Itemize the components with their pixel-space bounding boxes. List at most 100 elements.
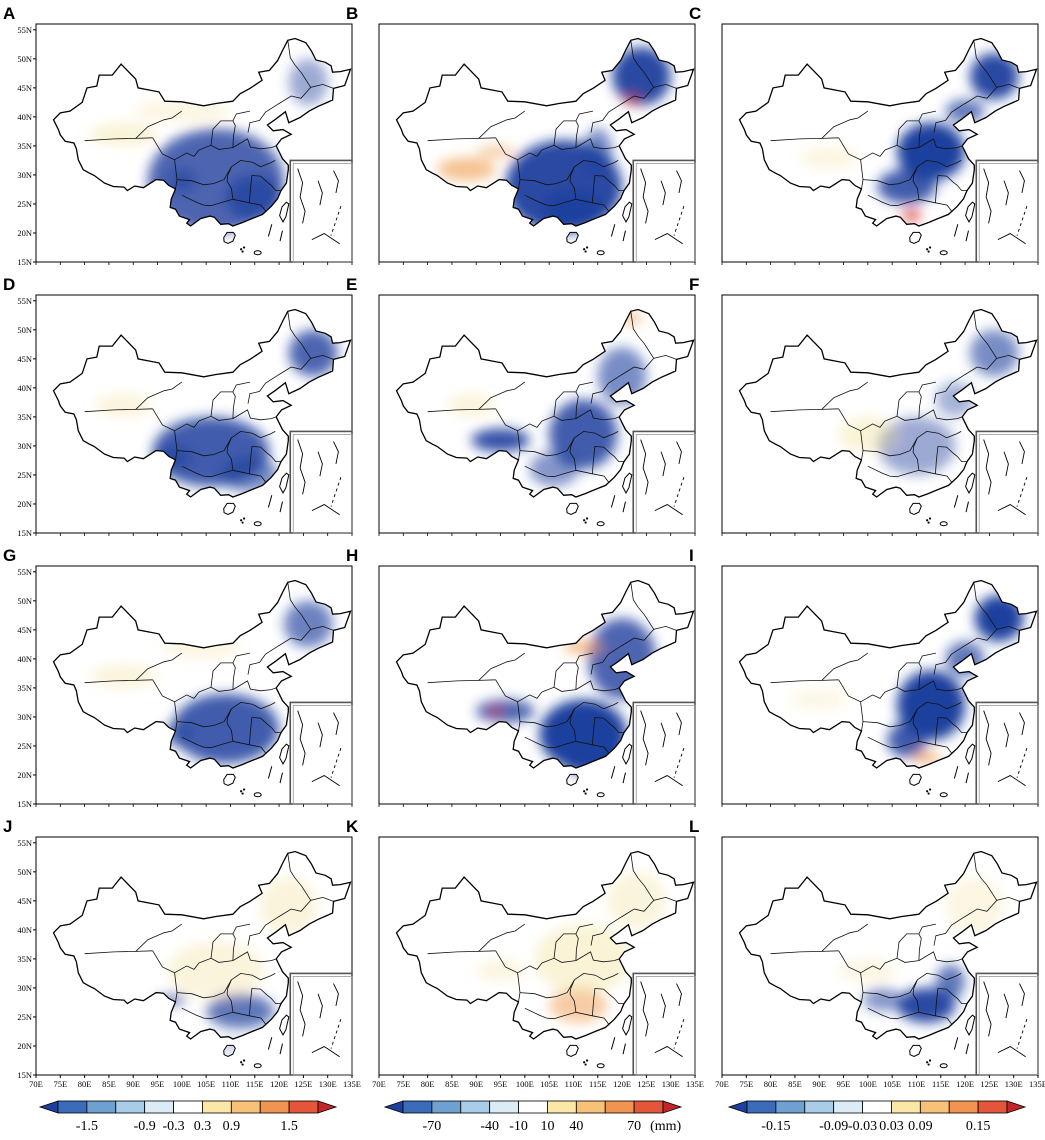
map-panel-l: L 70E 75E 80E 85E 90E 95E 100E 105E 110E 115E 120E 1… — [689, 817, 1045, 1089]
anomaly-field — [447, 312, 647, 487]
south-china-sea-inset — [975, 701, 1039, 805]
island-dot — [585, 246, 589, 249]
island-outline — [939, 1063, 948, 1069]
lon-tick-label: 135E — [1029, 1079, 1045, 1089]
province-border — [247, 916, 279, 946]
province-border — [912, 437, 920, 471]
red-anomaly — [901, 209, 922, 222]
province-border — [181, 465, 221, 478]
colorbar-segment — [604, 1100, 635, 1114]
country-outline — [52, 850, 352, 1040]
orange-anomaly — [437, 157, 496, 181]
province-border — [553, 381, 593, 417]
lon-tick-label: 110E — [908, 1079, 926, 1089]
province-border — [867, 736, 907, 749]
island-dot — [585, 1059, 589, 1062]
province-border — [524, 736, 564, 749]
taiwan-outline — [279, 1014, 290, 1036]
province-border — [135, 381, 183, 410]
lat-tick-label: 35N — [17, 683, 32, 693]
province-border — [862, 437, 918, 457]
province-border — [478, 381, 526, 410]
colorbar-segment — [862, 1100, 892, 1114]
province-border — [541, 144, 576, 151]
south-china-sea-inset — [632, 430, 696, 534]
hainan-outline — [223, 1044, 236, 1057]
lon-tick-label: 105E — [883, 1079, 901, 1089]
south-china-sea-inset — [289, 159, 353, 263]
blue-anomaly — [206, 993, 275, 1029]
dash-segment — [279, 1043, 283, 1055]
lon-tick-label: 125E — [980, 1079, 998, 1089]
panel-label: K — [346, 817, 359, 836]
blue-anomaly — [529, 451, 579, 487]
province-border — [862, 708, 918, 728]
province-border — [427, 950, 496, 955]
lon-tick-label: 130E — [319, 1079, 337, 1089]
lon-tick-label: 90E — [812, 1079, 826, 1089]
blue-anomaly — [897, 670, 966, 741]
dash-segment — [622, 1043, 626, 1055]
hainan-outline — [909, 502, 922, 515]
island-dot — [927, 250, 930, 253]
lat-tick-label: 20N — [17, 499, 32, 509]
island-dot — [926, 790, 929, 793]
inset-coastlines — [297, 439, 342, 516]
province-border — [181, 736, 221, 749]
province-border — [232, 138, 277, 150]
island-dot — [241, 521, 244, 524]
map-panel-a: A 15N 20N 25N 30N 35N 40N 45N 50N 55N — [3, 4, 353, 267]
lon-tick-label: 115E — [589, 1079, 607, 1089]
province-border — [232, 951, 277, 963]
lat-tick-label: 20N — [17, 228, 32, 238]
colorbar-segment — [948, 1100, 979, 1114]
province-border — [569, 708, 577, 742]
province-border — [247, 103, 279, 133]
map-panel-g: G 15N 20N 25N 30N 35N 40N 45N 50N 55N — [3, 546, 353, 809]
lat-tick-label: 30N — [17, 441, 32, 451]
panel-label: B — [346, 4, 358, 23]
island-dot — [242, 788, 246, 791]
lon-tick-label: 80E — [764, 1079, 778, 1089]
colorbar-segment — [833, 1100, 863, 1114]
panel-label: H — [346, 546, 358, 565]
province-border — [770, 679, 839, 684]
inset-coastlines — [640, 710, 685, 787]
province-border — [478, 923, 526, 952]
dash-segment — [610, 1037, 616, 1050]
province-border — [933, 916, 965, 946]
island-dot — [241, 1063, 244, 1066]
country-outline — [395, 37, 695, 227]
taiwan-outline — [965, 472, 976, 494]
province-border — [918, 680, 963, 692]
dash-segment — [953, 224, 959, 237]
taiwan-outline — [622, 201, 633, 223]
orange-anomaly — [911, 751, 941, 764]
south-china-sea-inset — [975, 430, 1039, 534]
colorbar-segment — [575, 1100, 606, 1114]
island-dot — [926, 519, 929, 522]
yellow-anomaly — [945, 877, 1004, 936]
province-border — [174, 420, 200, 432]
province-border — [541, 686, 576, 693]
dash-segment — [953, 495, 959, 508]
lon-tick-label: 85E — [788, 1079, 802, 1089]
province-border — [896, 923, 936, 959]
lat-tick-label: 40N — [17, 654, 32, 664]
inset-coastlines — [983, 710, 1028, 787]
colorbar-segment — [460, 1100, 491, 1114]
province-border — [770, 950, 839, 955]
province-border — [84, 679, 153, 684]
province-border — [478, 110, 526, 139]
island-dot — [927, 1063, 930, 1066]
lon-tick-label: 75E — [739, 1079, 753, 1089]
inset-coastlines — [297, 168, 342, 245]
country-outline — [738, 37, 1038, 227]
province-border — [918, 662, 922, 690]
province-border — [862, 979, 918, 999]
province-border — [821, 923, 869, 952]
province-border — [198, 415, 233, 422]
orange-anomaly — [476, 145, 516, 158]
island-dot — [583, 248, 586, 251]
lat-tick-label: 50N — [17, 596, 32, 606]
